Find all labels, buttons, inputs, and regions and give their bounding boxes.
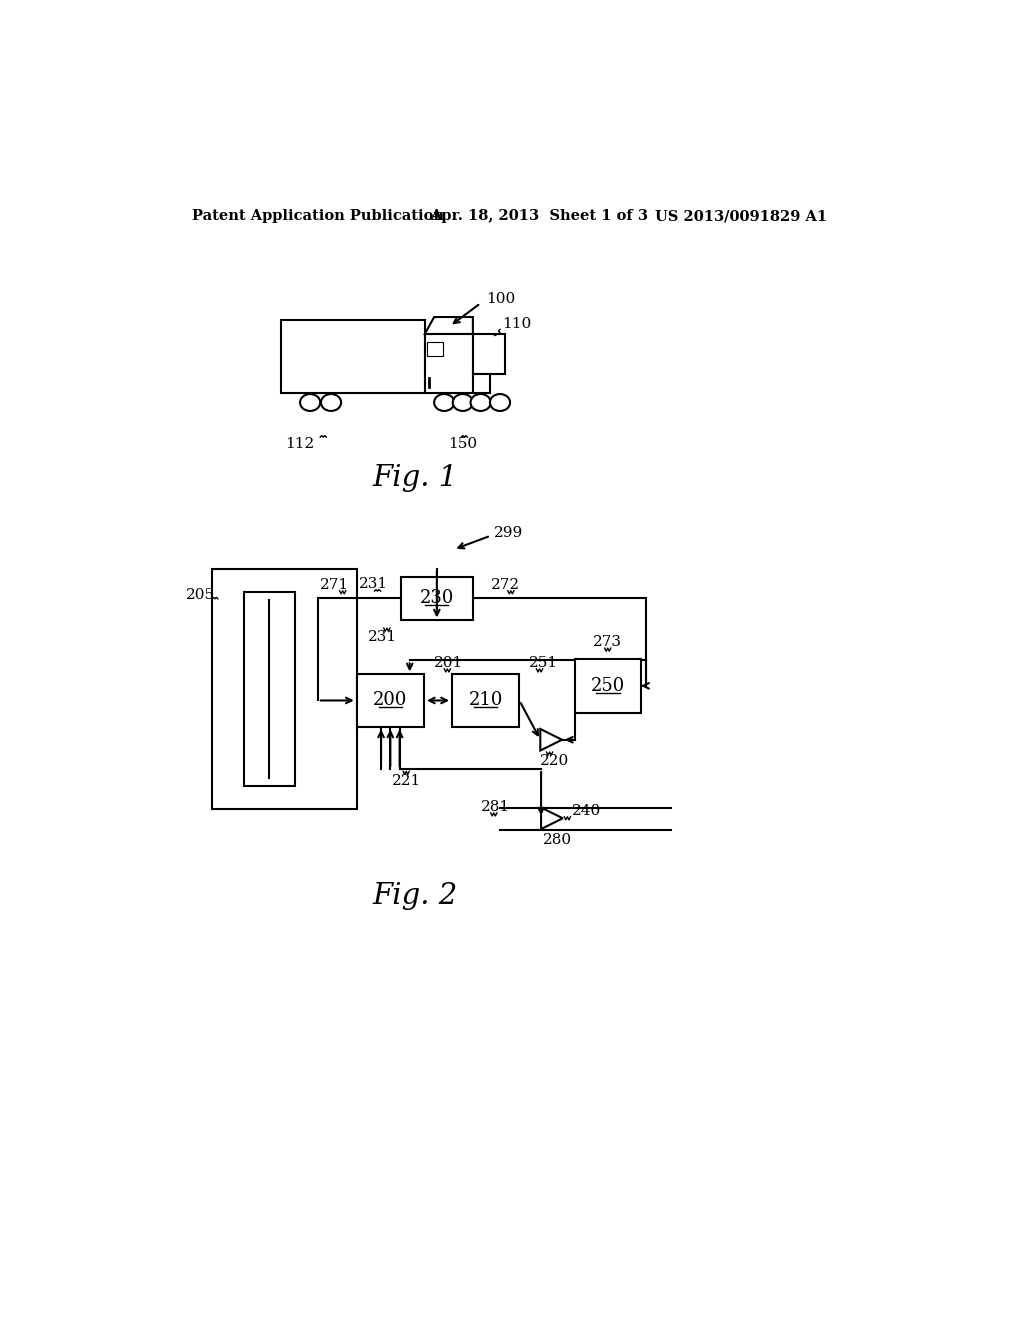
- Text: 205: 205: [186, 587, 215, 602]
- Ellipse shape: [434, 393, 455, 411]
- Bar: [282, 321, 425, 393]
- Bar: [245, 591, 295, 785]
- Text: 272: 272: [490, 578, 520, 591]
- Polygon shape: [425, 317, 473, 334]
- Ellipse shape: [489, 393, 510, 411]
- Text: 201: 201: [434, 656, 464, 669]
- Text: 231: 231: [369, 631, 397, 644]
- Text: 299: 299: [494, 525, 523, 540]
- Ellipse shape: [471, 393, 490, 411]
- Text: 100: 100: [486, 292, 515, 306]
- Bar: [425, 334, 473, 393]
- Text: 220: 220: [541, 754, 569, 768]
- Text: 150: 150: [449, 437, 477, 451]
- Text: 200: 200: [373, 692, 408, 709]
- Bar: [427, 342, 442, 355]
- Text: 250: 250: [591, 677, 626, 694]
- Text: 271: 271: [321, 578, 349, 591]
- Bar: [575, 659, 641, 713]
- Bar: [473, 334, 506, 374]
- Text: Patent Application Publication: Patent Application Publication: [191, 209, 443, 223]
- Text: 221: 221: [391, 774, 421, 788]
- Ellipse shape: [321, 393, 341, 411]
- Ellipse shape: [300, 393, 321, 411]
- Text: 273: 273: [593, 635, 622, 649]
- Text: 281: 281: [480, 800, 510, 813]
- Bar: [356, 675, 424, 726]
- Text: 110: 110: [503, 317, 531, 331]
- Text: 112: 112: [286, 437, 314, 451]
- Text: 251: 251: [528, 656, 558, 669]
- Polygon shape: [541, 729, 562, 751]
- Text: 230: 230: [420, 590, 454, 607]
- Bar: [212, 569, 356, 809]
- Bar: [452, 675, 519, 726]
- Text: Apr. 18, 2013  Sheet 1 of 3: Apr. 18, 2013 Sheet 1 of 3: [430, 209, 648, 223]
- Polygon shape: [541, 808, 563, 829]
- Text: 231: 231: [359, 577, 388, 591]
- Text: US 2013/0091829 A1: US 2013/0091829 A1: [655, 209, 827, 223]
- Ellipse shape: [453, 393, 473, 411]
- Text: Fig. 1: Fig. 1: [372, 463, 458, 492]
- Text: 280: 280: [543, 833, 571, 847]
- Text: 240: 240: [572, 804, 601, 817]
- Text: Fig. 2: Fig. 2: [372, 882, 458, 909]
- Bar: [473, 374, 489, 393]
- Bar: [400, 577, 473, 620]
- Text: 210: 210: [468, 692, 503, 709]
